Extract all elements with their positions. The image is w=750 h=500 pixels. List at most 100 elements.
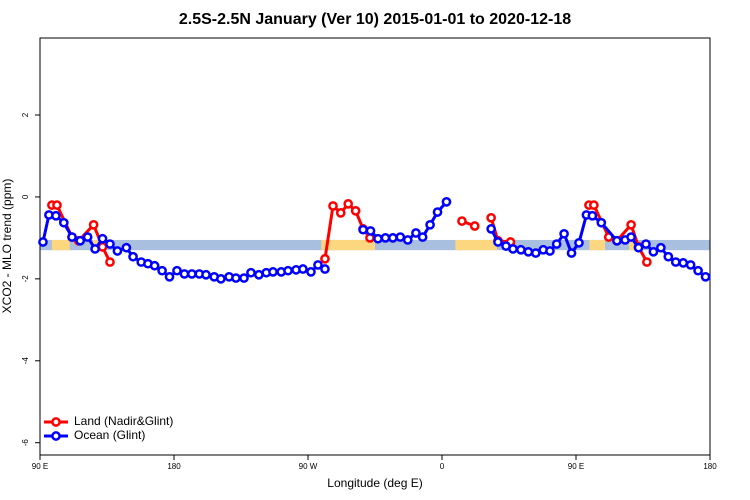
data-point	[587, 210, 598, 221]
data-point	[75, 235, 86, 246]
data-point	[67, 232, 77, 242]
data-point	[596, 217, 607, 228]
data-point	[642, 257, 652, 267]
land-segment	[455, 239, 498, 251]
data-point	[469, 221, 480, 231]
data-point	[216, 274, 226, 284]
data-point	[179, 269, 190, 279]
data-point	[97, 233, 108, 244]
data-point	[343, 199, 354, 209]
data-point	[320, 264, 330, 274]
data-point	[128, 251, 138, 262]
data-point	[239, 273, 249, 283]
data-point	[626, 232, 636, 242]
data-point	[411, 228, 421, 238]
data-point	[457, 216, 467, 226]
plot-frame	[39, 37, 711, 456]
y-tick-label: -4	[21, 357, 30, 365]
data-point	[105, 257, 115, 267]
data-point	[589, 200, 599, 210]
y-axis-title: XCO2 - MLO trend (ppm)	[0, 179, 14, 314]
x-tick-label: 180	[703, 462, 717, 471]
legend-marker	[51, 417, 61, 427]
data-point	[530, 248, 541, 258]
data-point	[648, 246, 659, 257]
data-point	[380, 233, 391, 243]
y-tick-label: -2	[21, 275, 30, 283]
data-point	[626, 219, 636, 230]
y-tick-label: 0	[21, 194, 30, 199]
data-point	[254, 269, 264, 280]
data-point	[486, 224, 496, 234]
land-segment	[629, 239, 636, 251]
data-point	[559, 228, 569, 239]
data-point	[663, 251, 674, 262]
data-point	[574, 237, 584, 248]
data-point	[395, 232, 406, 242]
data-point	[432, 207, 443, 217]
data-point	[121, 242, 132, 253]
data-point	[187, 269, 197, 279]
data-point	[523, 246, 534, 257]
data-point	[231, 273, 241, 283]
data-point	[172, 265, 182, 276]
data-point	[313, 260, 323, 270]
data-point	[693, 265, 703, 276]
x-tick-label: 180	[167, 462, 181, 471]
data-point	[441, 197, 452, 207]
data-point	[685, 260, 696, 270]
data-point	[508, 244, 518, 254]
data-point	[486, 212, 496, 223]
data-point	[551, 239, 562, 249]
data-point	[700, 271, 711, 282]
data-point	[52, 200, 62, 210]
data-point	[320, 253, 330, 264]
data-point	[365, 226, 376, 236]
data-point	[388, 233, 398, 243]
data-point	[306, 267, 316, 277]
data-point	[612, 235, 622, 246]
data-point	[105, 239, 115, 249]
land-segment	[51, 239, 70, 251]
land-segment	[589, 239, 606, 251]
data-point	[246, 267, 256, 278]
legend-label: Ocean (Glint)	[74, 428, 145, 442]
data-point	[516, 244, 526, 255]
x-tick-label: 90 W	[299, 462, 318, 471]
x-axis-title: Longitude (deg E)	[327, 476, 422, 490]
legend-marker	[51, 431, 61, 441]
data-point	[350, 206, 361, 216]
data-point	[58, 217, 69, 228]
x-tick-label: 90 E	[32, 462, 48, 471]
chart-title: 2.5S-2.5N January (Ver 10) 2015-01-01 to…	[179, 11, 571, 28]
data-point	[425, 219, 435, 230]
data-point	[373, 233, 383, 244]
data-point	[493, 237, 503, 247]
data-point	[545, 246, 555, 256]
data-point	[566, 248, 577, 258]
y-tick-label: -6	[21, 439, 30, 447]
data-point	[358, 224, 368, 235]
data-point	[164, 271, 175, 282]
data-point	[51, 210, 61, 221]
data-point	[88, 219, 99, 230]
data-point	[268, 267, 278, 277]
data-point	[641, 239, 651, 249]
data-point	[82, 232, 93, 242]
data-point	[112, 246, 123, 256]
data-point	[678, 258, 689, 268]
data-point	[149, 260, 160, 271]
data-point	[402, 235, 413, 245]
x-tick-label: 90 E	[568, 462, 584, 471]
data-point	[90, 244, 100, 254]
land-segment	[321, 239, 375, 251]
series-line	[51, 202, 649, 263]
data-point	[38, 237, 48, 247]
data-point	[417, 232, 428, 242]
data-point	[283, 265, 293, 276]
data-point	[201, 269, 211, 280]
legend-label: Land (Nadir&Glint)	[74, 414, 173, 428]
data-point	[670, 257, 681, 267]
